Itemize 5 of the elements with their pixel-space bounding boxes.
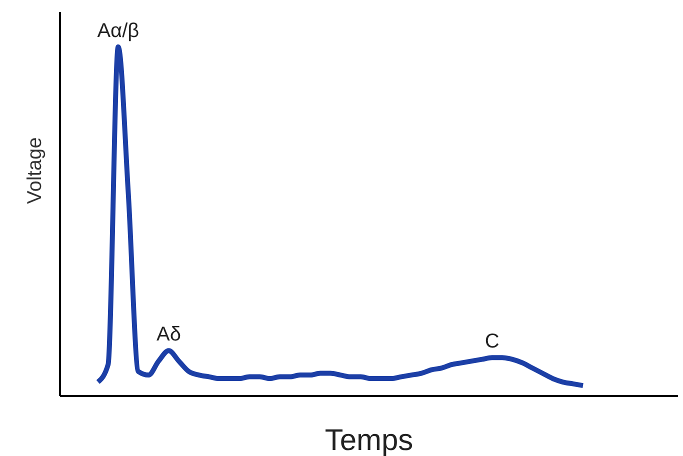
annotation: Aα/β <box>97 20 140 42</box>
y-axis-title: Voltage <box>24 137 46 204</box>
annotation: Aδ <box>156 324 181 346</box>
x-axis-title: Temps <box>324 424 414 456</box>
annotation: C <box>484 330 500 353</box>
